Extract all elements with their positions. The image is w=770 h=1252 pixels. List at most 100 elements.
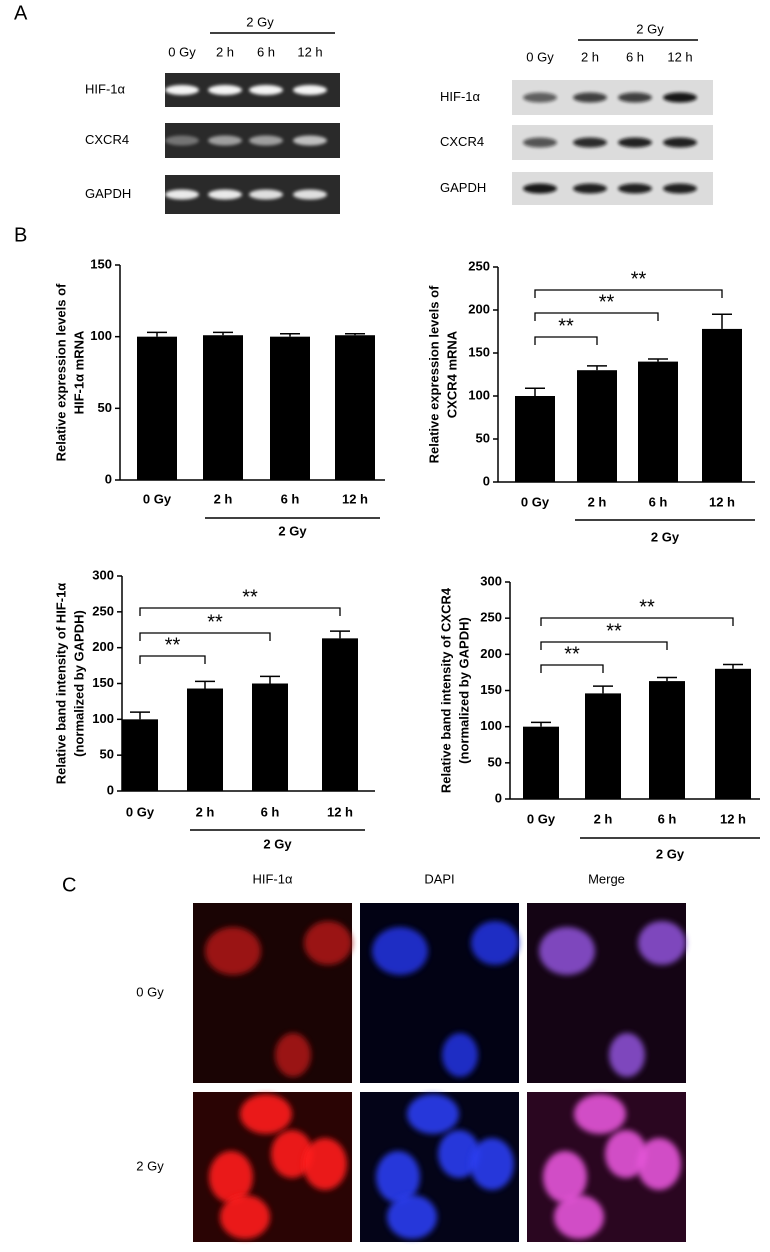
x-tick-label: 2 h <box>214 491 233 506</box>
significance-label: ** <box>606 620 622 642</box>
column-label: DAPI <box>424 871 454 886</box>
significance-label: ** <box>165 634 181 656</box>
bar <box>523 726 559 799</box>
cell <box>554 1195 604 1239</box>
y-tick-label: 250 <box>480 610 502 625</box>
blot-group-label: 2 Gy <box>636 21 664 36</box>
significance-label: ** <box>564 643 580 665</box>
y-tick-label: 50 <box>98 400 112 415</box>
significance-label: ** <box>639 596 655 618</box>
y-axis-label: Relative band intensity of HIF-1α <box>53 583 68 785</box>
row-label: GAPDH <box>85 186 131 201</box>
lane-label: 12 h <box>667 49 692 64</box>
x-tick-label: 12 h <box>342 491 368 506</box>
bar <box>203 335 243 480</box>
x-tick-label: 0 Gy <box>143 491 172 506</box>
y-tick-label: 0 <box>107 782 114 797</box>
lane-label: 6 h <box>626 49 644 64</box>
cell <box>372 927 428 975</box>
significance-bracket <box>534 289 723 298</box>
band <box>165 85 199 95</box>
band <box>573 183 607 194</box>
y-tick-label: 250 <box>92 603 114 618</box>
bar <box>715 668 751 799</box>
cell <box>387 1195 437 1239</box>
bar <box>638 361 678 482</box>
y-tick-label: 100 <box>90 328 112 343</box>
bar <box>270 336 310 480</box>
cell <box>470 1138 514 1190</box>
band <box>573 92 607 103</box>
band <box>293 85 327 95</box>
bar <box>322 638 358 791</box>
significance-label: ** <box>207 611 223 633</box>
y-tick-label: 100 <box>468 387 490 402</box>
band <box>293 135 327 146</box>
y-tick-label: 100 <box>92 711 114 726</box>
blot-group-label: 2 Gy <box>246 14 274 29</box>
cell <box>304 921 352 965</box>
x-tick-label: 2 h <box>594 811 613 826</box>
panel-label: A <box>14 2 28 24</box>
band <box>618 137 652 148</box>
significance-label: ** <box>631 268 647 290</box>
cell <box>638 921 686 965</box>
significance-bracket <box>139 655 206 664</box>
band <box>208 189 242 200</box>
row-label: CXCR4 <box>85 132 129 147</box>
row-label: 2 Gy <box>136 1158 164 1173</box>
cell <box>438 1130 480 1178</box>
bar <box>187 688 223 791</box>
y-tick-label: 200 <box>92 639 114 654</box>
bar <box>649 681 685 799</box>
x-tick-label: 0 Gy <box>126 804 155 819</box>
significance-label: ** <box>558 315 574 337</box>
row-label: 0 Gy <box>136 984 164 999</box>
y-tick-label: 150 <box>92 675 114 690</box>
y-tick-label: 200 <box>468 301 490 316</box>
group-label: 2 Gy <box>656 846 685 861</box>
x-tick-label: 6 h <box>649 494 668 509</box>
cell <box>240 1094 292 1134</box>
cell <box>205 927 261 975</box>
y-tick-label: 50 <box>476 430 490 445</box>
y-axis-label: (normalized by GAPDH) <box>456 617 471 764</box>
significance-bracket <box>540 641 668 650</box>
cell <box>539 927 595 975</box>
y-axis-label: HIF-1α mRNA <box>71 330 86 414</box>
y-tick-label: 150 <box>480 682 502 697</box>
significance-bracket <box>139 632 271 641</box>
cell <box>209 1151 253 1203</box>
lane-label: 12 h <box>297 44 322 59</box>
panel-label: C <box>62 874 76 896</box>
y-tick-label: 0 <box>483 473 490 488</box>
y-tick-label: 300 <box>92 567 114 582</box>
y-tick-label: 50 <box>100 747 114 762</box>
cell <box>376 1151 420 1203</box>
column-label: Merge <box>588 871 625 886</box>
x-tick-label: 2 h <box>588 494 607 509</box>
panel-label: B <box>14 224 27 246</box>
cell <box>574 1094 626 1134</box>
y-tick-label: 150 <box>90 256 112 271</box>
x-tick-label: 6 h <box>658 811 677 826</box>
bar <box>252 683 288 791</box>
significance-label: ** <box>242 586 258 608</box>
y-axis-label: Relative expression levels of <box>53 283 68 461</box>
cell <box>609 1033 645 1077</box>
cell <box>275 1033 311 1077</box>
significance-label: ** <box>599 291 615 313</box>
row-label: HIF-1α <box>85 81 126 96</box>
bar <box>577 370 617 482</box>
band <box>663 183 697 194</box>
row-label: HIF-1α <box>440 89 481 104</box>
y-axis-label: (normalized by GAPDH) <box>71 610 86 757</box>
y-tick-label: 0 <box>495 790 502 805</box>
band <box>249 85 283 95</box>
y-tick-label: 50 <box>488 754 502 769</box>
band <box>165 189 199 200</box>
band <box>249 135 283 146</box>
y-tick-label: 200 <box>480 646 502 661</box>
band <box>523 92 557 103</box>
